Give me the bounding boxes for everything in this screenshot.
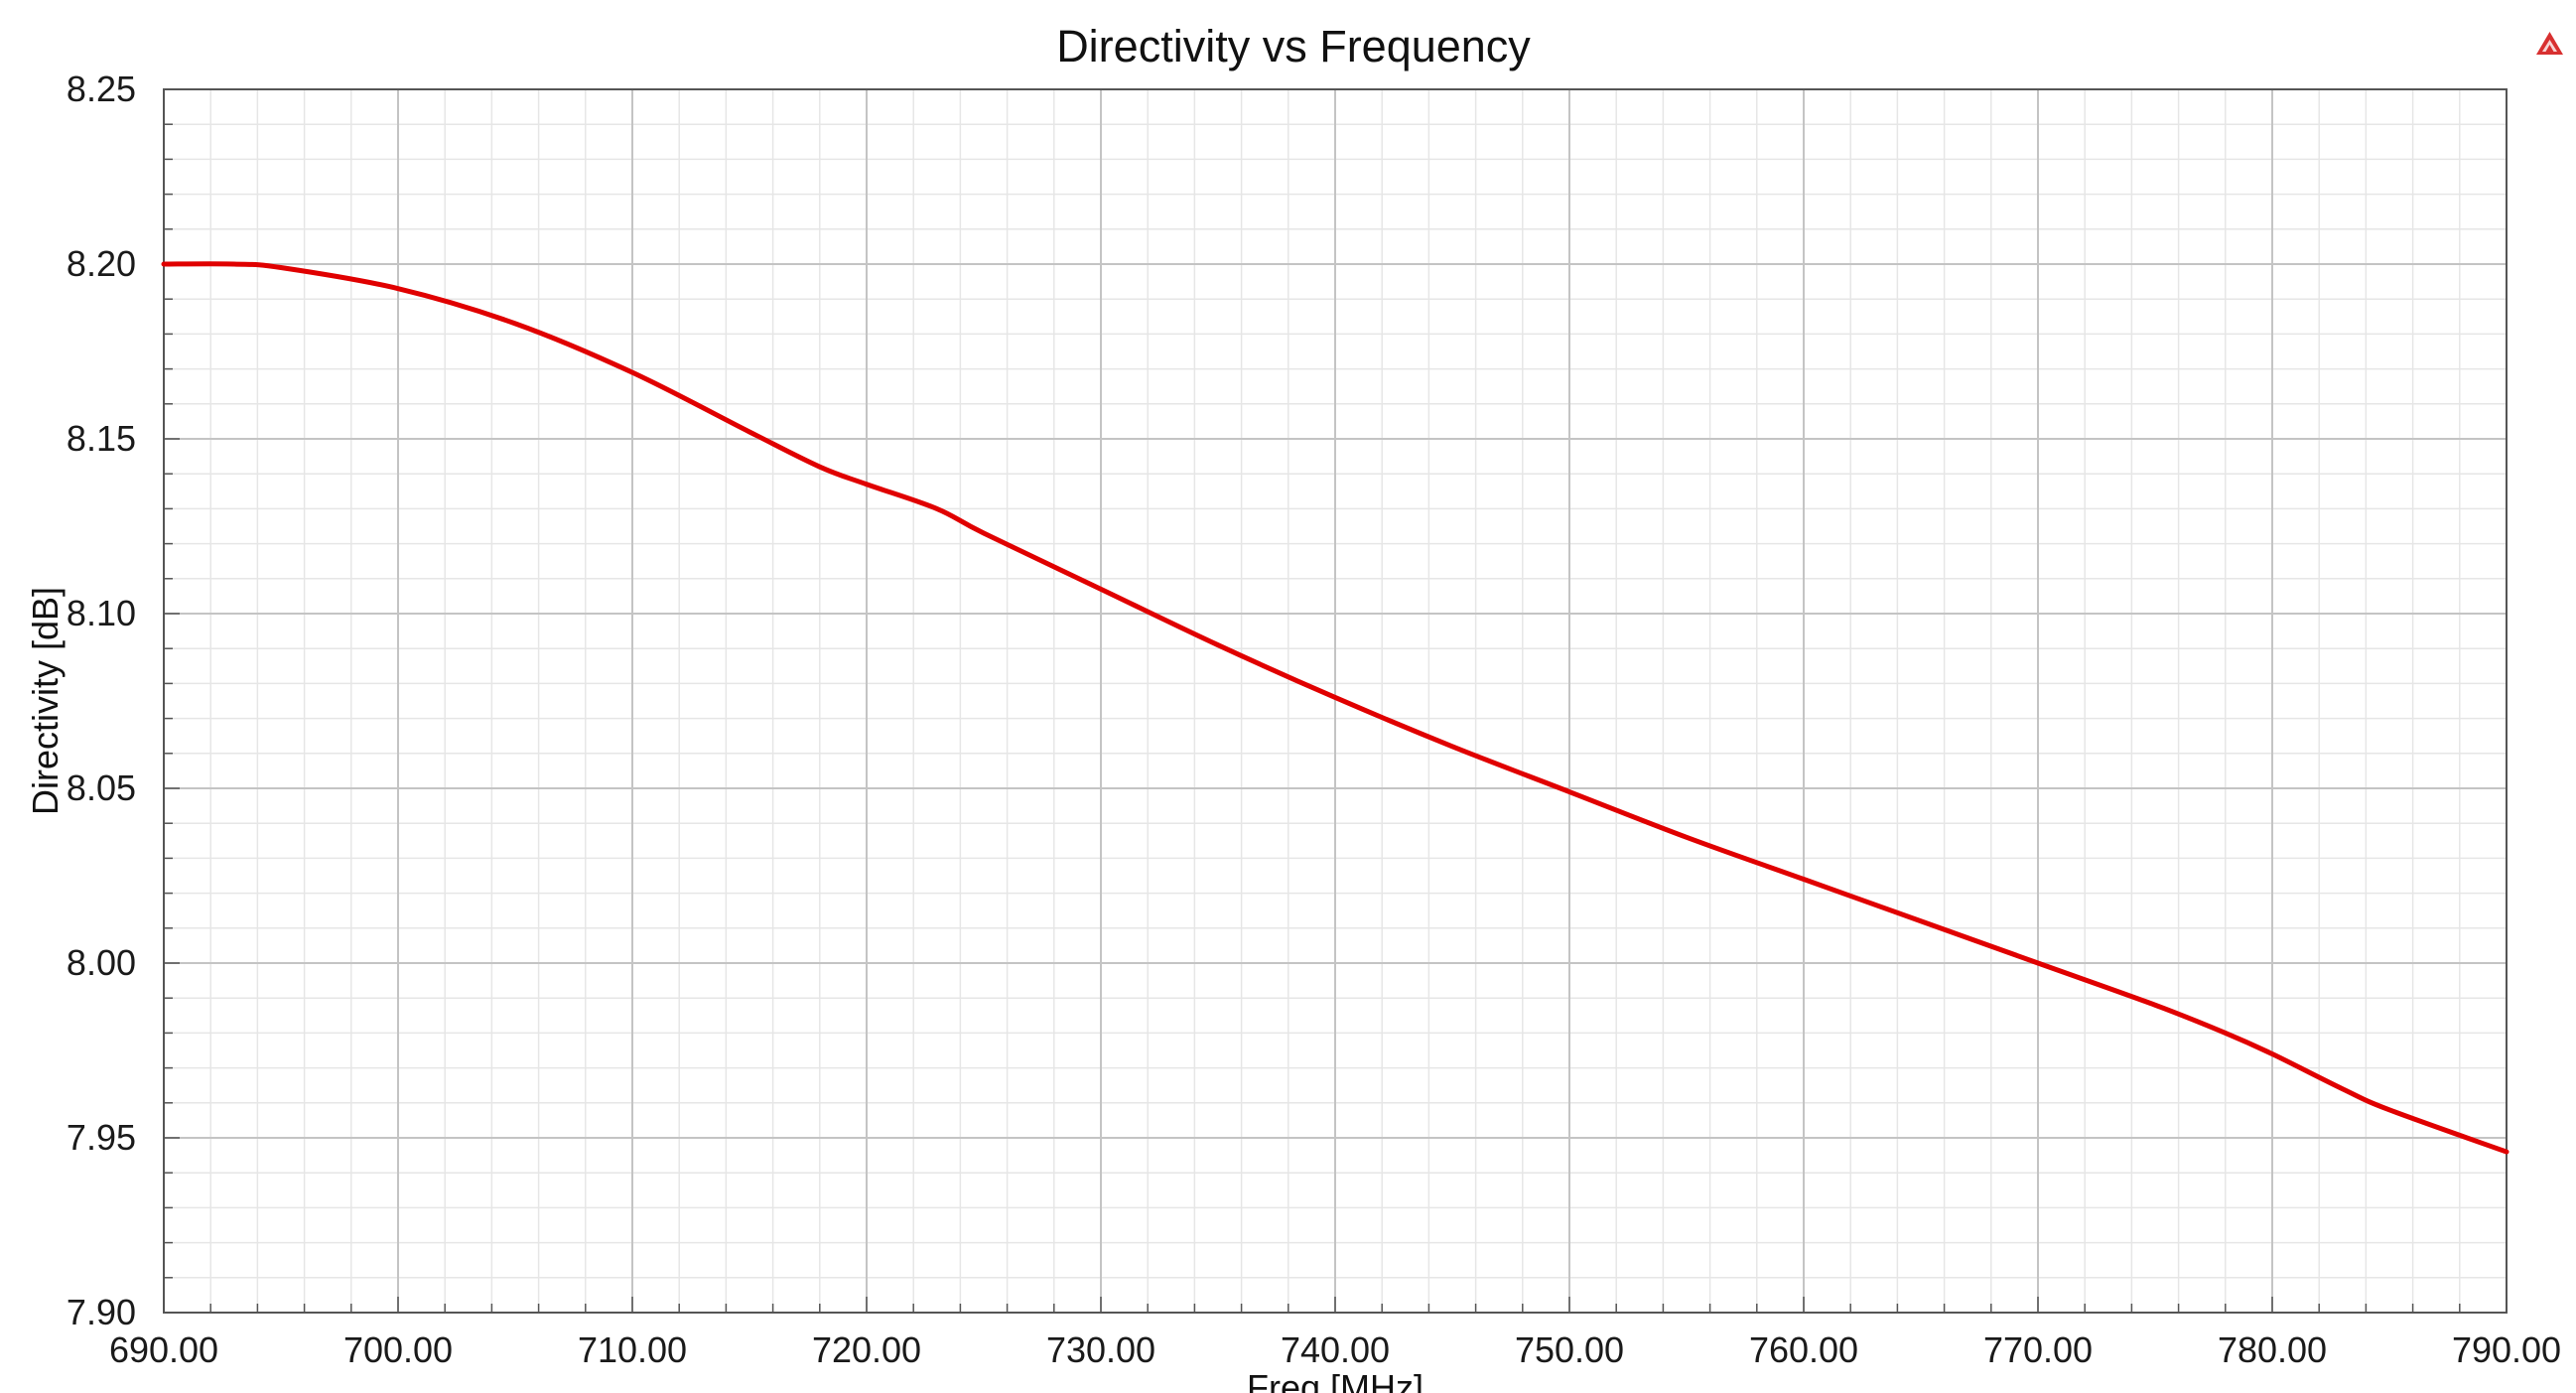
x-tick-label: 740.00 — [1281, 1329, 1390, 1370]
x-tick-label: 700.00 — [343, 1329, 453, 1370]
chart-title: Directivity vs Frequency — [1056, 21, 1531, 71]
y-tick-label: 8.15 — [67, 418, 136, 459]
directivity-series-line — [161, 261, 2509, 1155]
x-tick-label: 770.00 — [1983, 1329, 2093, 1370]
x-tick-label: 730.00 — [1046, 1329, 1155, 1370]
y-tick-label: 8.10 — [67, 593, 136, 633]
x-tick-label: 780.00 — [2218, 1329, 2327, 1370]
y-axis-ticks: 7.90 7.95 8.00 8.05 8.10 8.15 8.20 8.25 — [67, 69, 180, 1332]
y-tick-label: 8.00 — [67, 942, 136, 983]
x-axis-label: Freq [MHz] — [1247, 1367, 1424, 1393]
y-tick-label: 8.25 — [67, 69, 136, 109]
y-tick-label: 7.90 — [67, 1292, 136, 1332]
x-tick-label: 760.00 — [1749, 1329, 1858, 1370]
y-axis-label: Directivity [dB] — [25, 587, 66, 815]
major-grid — [163, 88, 2508, 1314]
x-axis-ticks: 690.00 700.00 710.00 720.00 730.00 740.00 750.… — [109, 1297, 2561, 1370]
x-tick-label: 690.00 — [109, 1329, 218, 1370]
series-layer — [161, 261, 2509, 1155]
y-tick-label: 8.05 — [67, 767, 136, 808]
ansys-logo-icon — [2536, 32, 2563, 55]
x-tick-label: 790.00 — [2452, 1329, 2561, 1370]
x-tick-label: 720.00 — [812, 1329, 921, 1370]
x-tick-label: 750.00 — [1515, 1329, 1624, 1370]
y-tick-label: 8.20 — [67, 243, 136, 284]
y-tick-label: 7.95 — [67, 1117, 136, 1158]
x-tick-label: 710.00 — [578, 1329, 687, 1370]
